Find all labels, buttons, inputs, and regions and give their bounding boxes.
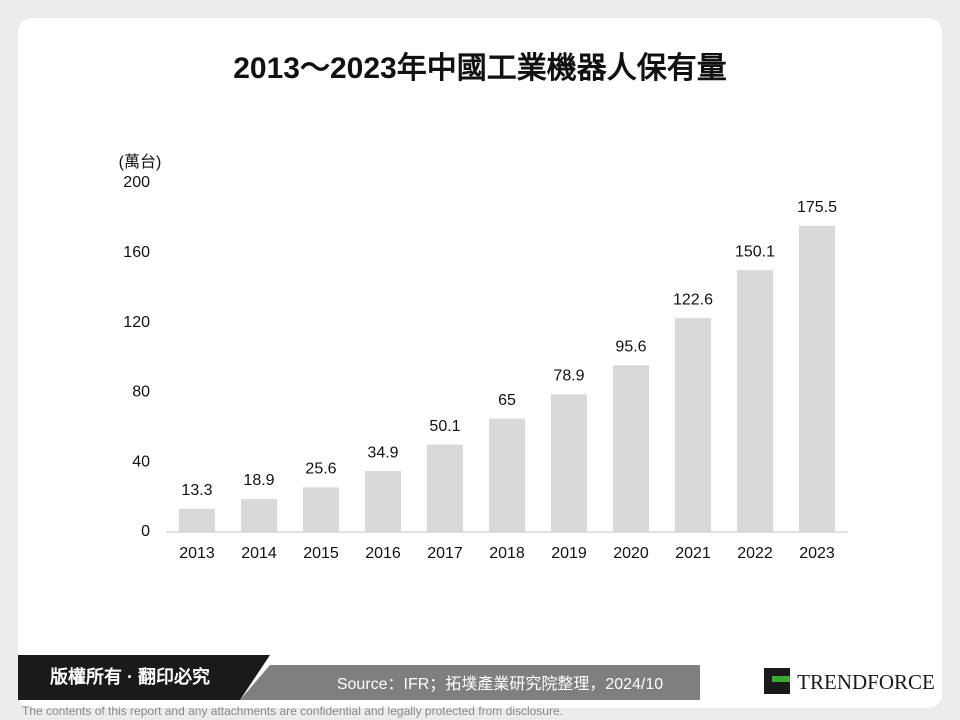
source-band — [240, 665, 700, 700]
x-tick-label: 2021 — [675, 545, 711, 562]
bar — [365, 471, 401, 532]
data-label: 95.6 — [615, 338, 646, 355]
logo-text: TRENDFORCE — [797, 670, 935, 694]
rights-band — [18, 655, 270, 700]
data-label: 13.3 — [181, 482, 212, 499]
source-text: Source：IFR；拓墣產業研究院整理，2024/10 — [337, 675, 663, 693]
x-tick-label: 2020 — [613, 545, 649, 562]
bar — [551, 394, 587, 532]
data-label: 65 — [498, 392, 516, 409]
y-tick-label: 80 — [132, 384, 150, 401]
data-label: 150.1 — [735, 243, 775, 260]
data-label: 25.6 — [305, 461, 336, 478]
disclaimer: The contents of this report and any atta… — [22, 704, 563, 718]
data-label: 34.9 — [367, 444, 398, 461]
bar — [179, 508, 215, 532]
x-tick-label: 2014 — [241, 545, 277, 562]
bar — [489, 418, 525, 532]
x-tick-label: 2023 — [799, 545, 835, 562]
x-tick-label: 2017 — [427, 545, 463, 562]
data-label: 78.9 — [553, 368, 584, 385]
chart-title: 2013～2023年中國工業機器人保有量 — [233, 52, 726, 85]
x-tick-label: 2019 — [551, 545, 587, 562]
data-label: 50.1 — [429, 418, 460, 435]
bar — [613, 365, 649, 532]
data-label: 122.6 — [673, 291, 713, 308]
x-tick-label: 2015 — [303, 545, 339, 562]
y-tick-label: 200 — [123, 174, 150, 191]
bar — [737, 270, 773, 532]
data-label: 18.9 — [243, 472, 274, 489]
x-tick-label: 2016 — [365, 545, 401, 562]
bar — [241, 499, 277, 532]
bar — [303, 487, 339, 532]
y-tick-label: 40 — [132, 453, 150, 470]
y-axis-label: (萬台) — [119, 153, 162, 171]
rights-text: 版權所有 · 翻印必究 — [50, 666, 210, 687]
card — [18, 18, 942, 708]
bar — [427, 444, 463, 532]
x-tick-label: 2022 — [737, 545, 773, 562]
x-tick-label: 2013 — [179, 545, 215, 562]
bar — [799, 225, 835, 532]
y-tick-label: 160 — [123, 244, 150, 261]
data-label: 175.5 — [797, 199, 837, 216]
logo-band — [700, 640, 942, 700]
bar — [675, 318, 711, 532]
y-tick-label: 120 — [123, 314, 150, 331]
x-tick-label: 2018 — [489, 545, 525, 562]
logo-icon-accent — [772, 676, 790, 682]
y-tick-label: 0 — [141, 523, 150, 540]
